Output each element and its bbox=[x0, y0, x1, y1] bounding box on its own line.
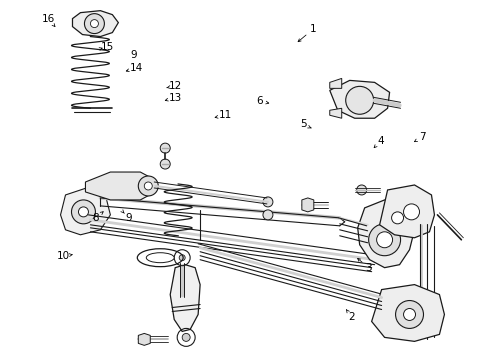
Text: 4: 4 bbox=[377, 136, 384, 145]
Circle shape bbox=[391, 212, 403, 224]
Circle shape bbox=[368, 224, 400, 256]
Circle shape bbox=[160, 143, 170, 153]
Text: 9: 9 bbox=[130, 50, 136, 60]
Circle shape bbox=[263, 197, 272, 207]
Circle shape bbox=[263, 210, 272, 220]
Circle shape bbox=[144, 182, 152, 190]
Circle shape bbox=[84, 14, 104, 33]
Circle shape bbox=[395, 301, 423, 328]
Text: 6: 6 bbox=[255, 96, 262, 106]
Text: 13: 13 bbox=[168, 93, 182, 103]
Circle shape bbox=[403, 204, 419, 220]
Text: 11: 11 bbox=[218, 111, 231, 121]
Polygon shape bbox=[379, 185, 433, 238]
Text: 16: 16 bbox=[42, 14, 55, 24]
Polygon shape bbox=[329, 80, 389, 118]
Text: 10: 10 bbox=[57, 251, 69, 261]
Circle shape bbox=[356, 185, 366, 195]
Circle shape bbox=[376, 232, 392, 248]
Circle shape bbox=[78, 207, 88, 217]
Circle shape bbox=[179, 255, 185, 261]
Polygon shape bbox=[329, 78, 341, 88]
Text: 9: 9 bbox=[125, 213, 131, 222]
Circle shape bbox=[71, 200, 95, 224]
Text: 8: 8 bbox=[92, 213, 99, 222]
Polygon shape bbox=[61, 185, 110, 235]
Polygon shape bbox=[170, 265, 200, 332]
Circle shape bbox=[182, 333, 190, 341]
Text: 14: 14 bbox=[129, 63, 142, 73]
Circle shape bbox=[90, 20, 98, 28]
Polygon shape bbox=[371, 285, 444, 341]
Circle shape bbox=[345, 86, 373, 114]
Circle shape bbox=[403, 309, 415, 320]
Text: 15: 15 bbox=[100, 42, 113, 51]
Text: 3: 3 bbox=[365, 263, 371, 273]
Polygon shape bbox=[85, 172, 155, 200]
Ellipse shape bbox=[146, 253, 174, 263]
Text: 1: 1 bbox=[309, 24, 315, 35]
Text: 7: 7 bbox=[418, 132, 425, 142]
Text: 2: 2 bbox=[348, 312, 354, 322]
Circle shape bbox=[138, 176, 158, 196]
Text: 5: 5 bbox=[299, 120, 305, 129]
Text: 12: 12 bbox=[168, 81, 182, 91]
Polygon shape bbox=[301, 198, 313, 212]
Polygon shape bbox=[357, 200, 414, 268]
Polygon shape bbox=[329, 108, 341, 118]
Polygon shape bbox=[138, 333, 150, 345]
Polygon shape bbox=[72, 11, 118, 37]
Circle shape bbox=[160, 159, 170, 169]
